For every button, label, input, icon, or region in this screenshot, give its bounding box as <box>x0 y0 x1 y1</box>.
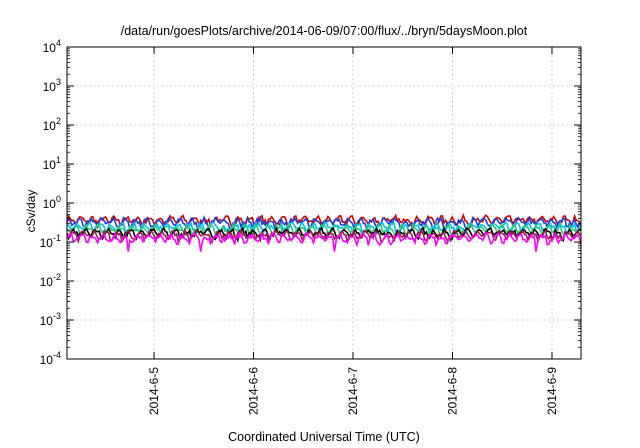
x-tick-label: 2014-6-8 <box>446 367 460 415</box>
x-tick-label: 2014-6-7 <box>346 367 360 415</box>
grid <box>67 47 581 359</box>
chart-title: /data/run/goesPlots/archive/2014-06-09/0… <box>121 24 528 38</box>
y-tick-label: 104 <box>43 38 61 55</box>
series-line <box>66 226 582 243</box>
series-line <box>66 214 582 232</box>
x-tick-label: 2014-6-6 <box>247 367 261 415</box>
series-line <box>66 220 582 237</box>
y-tick-label: 101 <box>43 155 61 172</box>
x-axis-label: Coordinated Universal Time (UTC) <box>228 430 420 444</box>
y-tick-label: 103 <box>43 77 61 94</box>
y-axis-label: cSv/day <box>24 190 38 233</box>
y-tick-label: 102 <box>43 116 61 133</box>
series-line <box>66 230 582 252</box>
series-line <box>66 222 582 239</box>
y-tick-label: 10-2 <box>40 272 61 289</box>
y-tick-label: 100 <box>43 194 61 211</box>
x-tick-label: 2014-6-9 <box>545 367 559 415</box>
axes: 10-4 10-3 10-2 10-1 100 101 102 103 104 2014-6-5 2… <box>40 38 582 415</box>
y-tick-label: 10-3 <box>40 311 61 328</box>
y-tick-label: 10-4 <box>40 350 61 367</box>
series-line <box>66 227 582 245</box>
series-group <box>66 212 582 252</box>
plot-frame <box>66 46 582 360</box>
x-tick-label: 2014-6-5 <box>147 367 161 415</box>
y-tick-label: 10-1 <box>40 233 61 250</box>
